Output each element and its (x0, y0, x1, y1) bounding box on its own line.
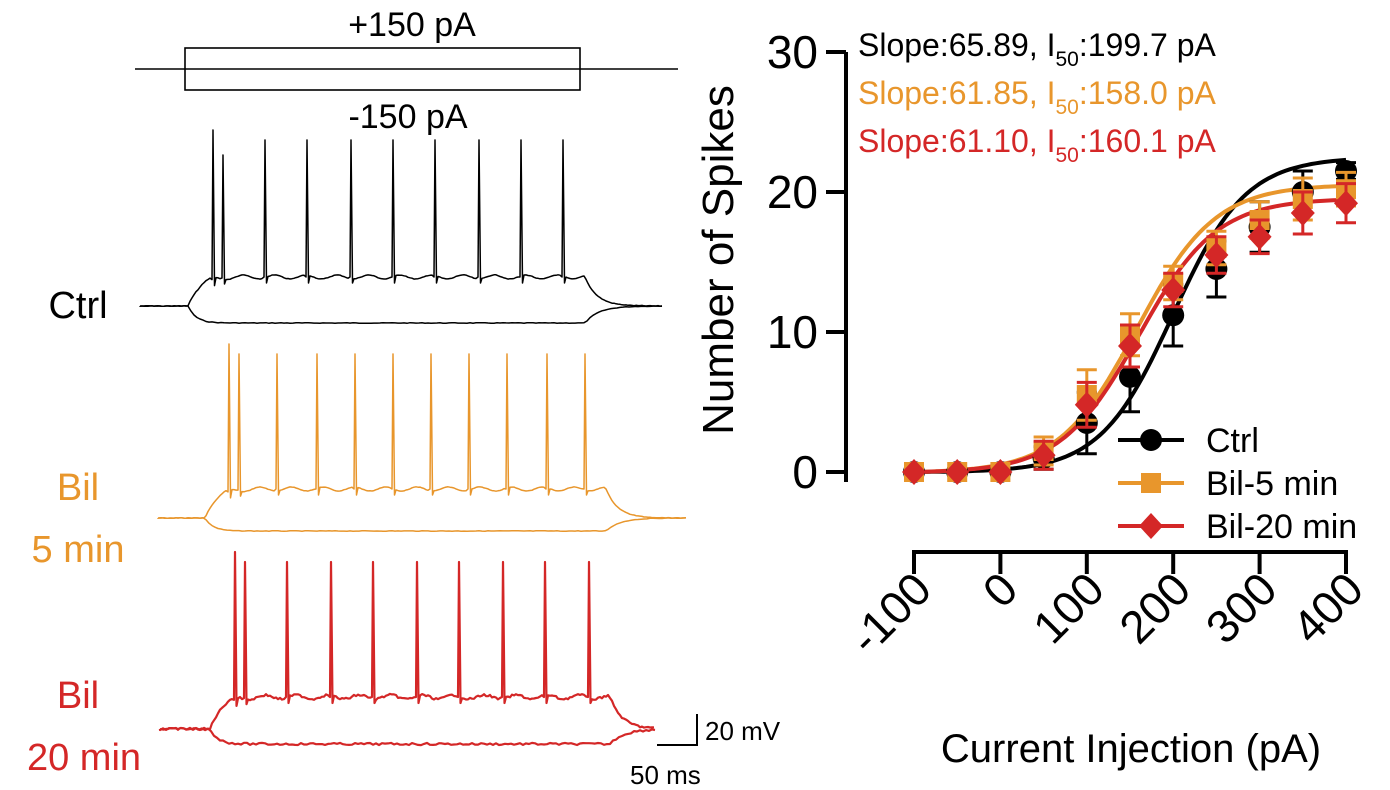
y-tick-label: 20 (767, 166, 818, 218)
legend-marker-bil20 (1139, 513, 1163, 539)
trace-bil20-hyperpolarizing (158, 726, 656, 747)
trace-ctrl-depolarizing (139, 129, 663, 308)
scale-bar-time-label: 50 ms (630, 760, 701, 790)
x-tick-label: 100 (1023, 562, 1114, 653)
stimulus-minus-label: -150 pA (348, 98, 467, 136)
trace-bil20-depolarizing (158, 550, 655, 732)
data-point-bil20 (945, 459, 970, 485)
data-point-ctrl (1162, 304, 1185, 327)
trace-label-bil5-line1: Bil (57, 467, 99, 509)
annotation-ctrl-sub: 50 (1055, 48, 1078, 71)
legend-label-ctrl: Ctrl (1206, 422, 1259, 460)
trace-bil20 (158, 550, 656, 747)
trace-label-bil20-line2: 20 min (27, 737, 141, 779)
annotation-bil5-pre: Slope:61.85, I (858, 75, 1055, 111)
data-point-bil20 (988, 459, 1013, 485)
y-axis-label: Number of Spikes (694, 85, 743, 435)
data-point-bil20 (1204, 242, 1229, 268)
trace-ctrl (139, 129, 663, 325)
series-bil20 (902, 182, 1358, 485)
trace-label-ctrl: Ctrl (48, 285, 107, 327)
annotation-bil5: Slope:61.85, I50:158.0 pA (858, 75, 1217, 119)
trace-bil5 (157, 343, 687, 532)
voltage-traces (139, 129, 687, 747)
scale-bar-lines (657, 714, 698, 746)
annotation-bil20: Slope:61.10, I50:160.1 pA (858, 123, 1217, 167)
legend-label-bil20: Bil-20 min (1206, 508, 1357, 546)
stimulus-protocol: +150 pA -150 pA (135, 6, 678, 136)
slope-annotations: Slope:65.89, I50:199.7 pA Slope:61.85, I… (858, 27, 1217, 167)
legend-label-bil5: Bil-5 min (1206, 465, 1338, 503)
data-point-bil20 (1161, 277, 1186, 303)
y-tick-label: 10 (767, 306, 818, 358)
annotation-ctrl-pre: Slope:65.89, I (858, 27, 1055, 63)
annotation-ctrl: Slope:65.89, I50:199.7 pA (858, 27, 1217, 71)
trace-labels: Ctrl Bil 5 min Bil 20 min (27, 285, 141, 779)
trace-bil5-hyperpolarizing (157, 517, 686, 532)
data-point-ctrl (1119, 365, 1141, 388)
data-point-bil20 (1074, 391, 1099, 418)
trace-ctrl-hyperpolarizing (140, 304, 662, 325)
y-tick-label: 0 (792, 446, 818, 498)
annotation-bil5-sub: 50 (1055, 96, 1078, 119)
trace-label-bil20-line1: Bil (57, 675, 99, 717)
trace-bil5-depolarizing (157, 343, 687, 519)
x-tick-label: 400 (1282, 562, 1373, 653)
data-point-bil20 (1334, 190, 1358, 217)
x-tick-label: -100 (839, 562, 941, 664)
chart-legend: Ctrl Bil-5 min Bil-20 min (1118, 422, 1357, 546)
chart-data-points (902, 160, 1358, 485)
x-tick-label: 200 (1109, 562, 1200, 653)
annotation-bil20-sub: 50 (1055, 144, 1078, 167)
annotation-bil20-post: :160.1 pA (1079, 123, 1217, 159)
trace-label-bil5-line2: 5 min (32, 529, 125, 571)
data-point-bil20 (1290, 200, 1315, 226)
data-point-bil20 (1247, 223, 1272, 250)
annotation-bil5-post: :158.0 pA (1079, 75, 1217, 111)
scale-bar: 20 mV 50 ms (630, 714, 781, 790)
scale-bar-voltage-label: 20 mV (705, 716, 781, 746)
stimulus-step-box (184, 47, 581, 91)
stimulus-plus-label: +150 pA (348, 6, 476, 44)
data-point-bil20 (902, 459, 926, 485)
annotation-ctrl-post: :199.7 pA (1079, 27, 1217, 63)
annotation-bil20-pre: Slope:61.10, I (858, 123, 1055, 159)
x-axis-label: Current Injection (pA) (941, 727, 1321, 771)
legend-marker-ctrl (1140, 429, 1162, 451)
x-tick-label: 300 (1196, 562, 1287, 653)
data-point-bil20 (1031, 442, 1056, 469)
data-point-bil20 (1118, 333, 1142, 359)
legend-marker-bil5 (1141, 473, 1161, 493)
y-tick-label: 30 (767, 26, 818, 78)
